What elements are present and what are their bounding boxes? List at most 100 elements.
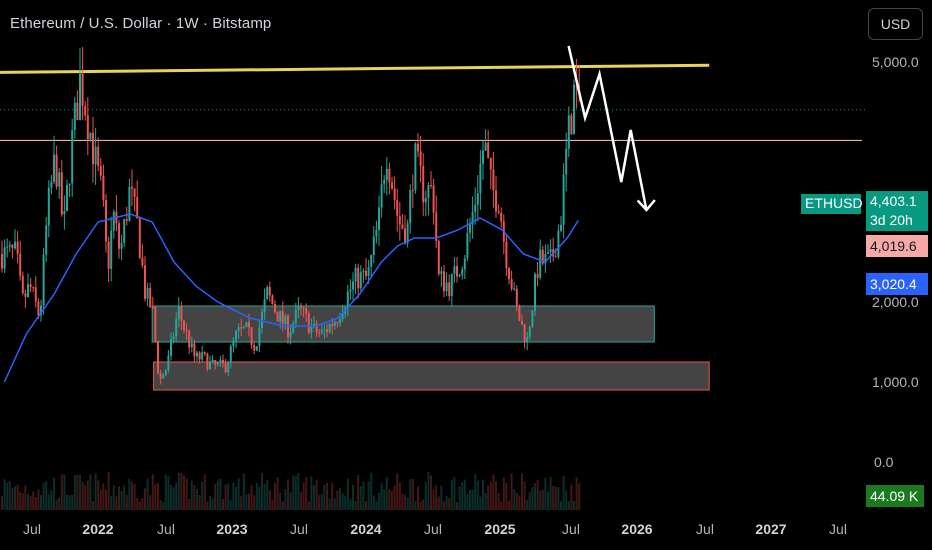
candle-body	[136, 197, 139, 219]
volume-bar	[396, 473, 399, 510]
volume-bar	[193, 485, 196, 510]
candle-body	[118, 223, 120, 249]
volume-bar	[326, 482, 328, 510]
volume-bar	[287, 479, 289, 510]
volume-bar	[37, 489, 40, 510]
volume-bar	[237, 478, 240, 510]
volume-bar	[196, 488, 198, 510]
candle-body	[240, 327, 243, 329]
time-axis-tick: Jul	[157, 521, 175, 537]
candle-body	[110, 230, 113, 269]
volume-bar	[289, 492, 292, 510]
volume-bar	[149, 495, 152, 510]
volume-bar	[112, 485, 115, 510]
time-axis-tick: Jul	[562, 521, 580, 537]
candle-body	[107, 241, 110, 269]
volume-bar	[422, 499, 425, 510]
volume-bar	[531, 486, 534, 510]
candle-body	[292, 323, 295, 332]
candle-body	[300, 306, 302, 308]
volume-bar	[105, 489, 107, 510]
candle-body	[11, 244, 14, 249]
candle-body	[417, 143, 419, 152]
volume-bar	[432, 489, 435, 510]
volume-bar	[515, 492, 518, 510]
candle-body	[565, 148, 568, 175]
candle-body	[237, 327, 240, 331]
volume-bar	[248, 493, 250, 510]
candle-body	[138, 218, 141, 258]
volume-bar	[172, 487, 175, 510]
volume-bar	[6, 482, 9, 510]
candle-body	[419, 151, 422, 166]
candle-body	[544, 253, 547, 264]
volume-bar	[346, 478, 349, 510]
volume-bar	[466, 493, 469, 510]
candle-body	[27, 284, 29, 297]
volume-bar	[276, 476, 279, 510]
volume-bar	[253, 495, 256, 510]
volume-bar	[58, 497, 61, 510]
volume-bar	[68, 495, 71, 510]
volume-bar	[567, 501, 570, 510]
volume-bar	[102, 483, 105, 510]
volume-bar	[203, 474, 206, 510]
time-axis-tick: 2026	[621, 521, 653, 537]
candle-body	[357, 267, 360, 289]
candle-body	[261, 312, 263, 328]
time-axis-tick: Jul	[23, 521, 41, 537]
candle-body	[276, 311, 279, 322]
candle-body	[562, 174, 565, 225]
volume-bar	[162, 501, 165, 510]
candle-body	[331, 324, 334, 326]
volume-bar	[448, 498, 451, 510]
volume-bar	[450, 480, 453, 510]
candle-body	[492, 169, 495, 191]
candle-body	[365, 270, 367, 276]
volume-bar	[547, 491, 549, 510]
candle-body	[443, 271, 445, 292]
candle-body	[318, 332, 321, 334]
candle-body	[229, 346, 232, 363]
candle-body	[219, 359, 222, 363]
volume-bar	[409, 479, 412, 510]
candle-body	[289, 331, 292, 338]
candle-body	[450, 273, 453, 297]
volume-bar	[372, 495, 375, 510]
volume-bar	[159, 499, 162, 510]
candle-body	[76, 102, 79, 121]
candle-body	[297, 306, 300, 311]
volume-bar	[42, 482, 45, 510]
candle-body	[164, 369, 167, 376]
volume-bar	[123, 485, 126, 510]
volume-bar	[188, 498, 191, 510]
candle-body	[430, 184, 432, 186]
candle-body	[539, 249, 542, 278]
volume-bar	[417, 486, 419, 510]
volume-bar	[206, 501, 209, 510]
volume-bar	[242, 473, 245, 510]
candle-body	[302, 307, 305, 309]
candle-body	[232, 340, 235, 347]
candle-body	[445, 282, 448, 292]
candle-body	[6, 246, 9, 248]
volume-bar	[73, 475, 76, 510]
volume-bar	[21, 493, 24, 510]
candle-body	[63, 211, 66, 215]
candle-body	[279, 311, 282, 322]
volume-bar	[476, 480, 479, 510]
candle-body	[73, 102, 76, 131]
volume-bar	[445, 495, 448, 510]
projection-arrow	[567, 45, 656, 212]
candle-body	[55, 154, 58, 187]
candle-body	[125, 219, 128, 221]
candle-body	[201, 352, 204, 360]
candle-body	[157, 341, 159, 373]
volume-bar	[180, 472, 183, 510]
volume-bar	[393, 485, 396, 510]
horizontal-lines	[0, 63, 866, 142]
currency-button[interactable]: USD	[868, 8, 923, 40]
volume-bar	[89, 474, 92, 510]
support-zone	[153, 361, 710, 391]
